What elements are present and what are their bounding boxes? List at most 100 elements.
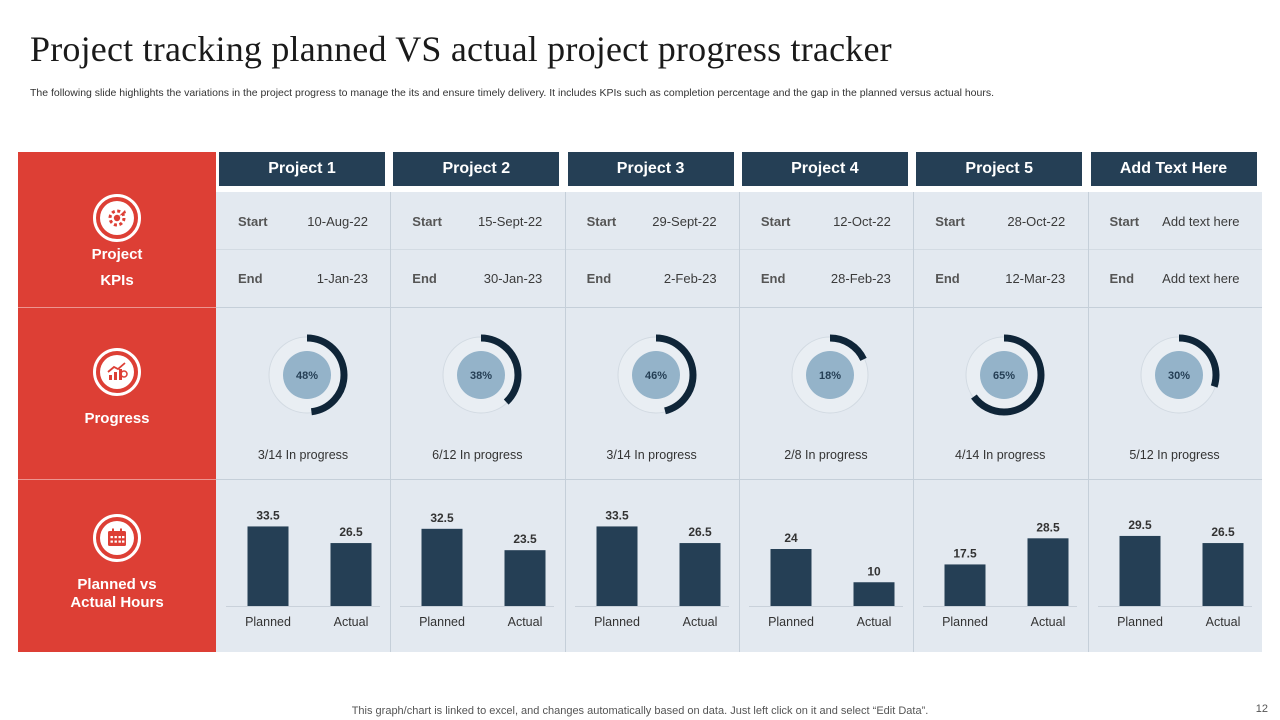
hours-bar-chart: 29.5 Planned 26.5 Actual	[1097, 518, 1252, 629]
start-label: Start	[586, 214, 617, 229]
kpi-start-row: Start Add text here	[1088, 214, 1262, 234]
donut-progress-arc	[789, 334, 871, 416]
donut-center	[980, 351, 1029, 399]
planned-category-label: Planned	[768, 615, 814, 629]
calendar-icon	[93, 514, 141, 562]
hours-bar-chart: 32.5 Planned 23.5 Actual	[400, 511, 555, 629]
planned-value-label: 29.5	[1128, 518, 1152, 532]
planned-category-label: Planned	[942, 615, 988, 629]
project-header: Project 2	[393, 152, 560, 186]
end-label: End	[760, 271, 786, 286]
project-header: Project 3	[567, 152, 734, 186]
start-label: Start	[412, 214, 442, 229]
planned-value-label: 33.5	[605, 508, 629, 522]
planned-category-label: Planned	[594, 615, 640, 629]
kpi-end-row: End 12-Mar-23	[913, 271, 1087, 291]
actual-category-label: Actual	[508, 615, 543, 629]
actual-category-label: Actual	[857, 615, 892, 629]
donut-progress-arc	[440, 334, 522, 416]
end-date: 1-Jan-23	[316, 271, 368, 286]
kpi-start-row: Start 10-Aug-22	[216, 214, 390, 234]
progress-status: 3/14 In progress	[257, 448, 349, 462]
actual-hours-bar	[330, 543, 372, 606]
progress-donut: 65%	[963, 334, 1045, 416]
start-date: 28-Oct-22	[1007, 214, 1066, 229]
project-header: Project 4	[741, 152, 908, 186]
sidebar-hours-label-2: Actual Hours	[70, 594, 164, 611]
start-date: 29-Sept-22	[652, 214, 717, 229]
actual-hours-bar	[679, 543, 721, 606]
actual-value-label: 28.5	[1037, 520, 1061, 534]
donut-percent-label: 65%	[993, 370, 1015, 382]
kpi-end-row: End 28-Feb-23	[739, 271, 913, 291]
page-title: Project tracking planned VS actual proje…	[30, 29, 892, 69]
column-divider	[1088, 192, 1089, 652]
donut-percent-label: 38%	[470, 370, 492, 382]
growth-chart-icon	[93, 348, 141, 396]
progress-status: 5/12 In progress	[1129, 448, 1220, 462]
project-column: Add Text Here Start Add text here End Add te…	[1088, 152, 1262, 652]
progress-donut: 38%	[440, 334, 522, 416]
end-label: End	[238, 271, 263, 286]
donut-center	[283, 351, 331, 399]
actual-category-label: Actual	[682, 615, 717, 629]
progress-donut: 48%	[266, 334, 348, 416]
kpi-end-row: End 2-Feb-23	[565, 271, 739, 291]
sidebar-hours-label-1: Planned vs	[77, 576, 157, 593]
progress-status: 6/12 In progress	[432, 448, 523, 462]
donut-percent-label: 48%	[296, 370, 318, 382]
actual-hours-bar	[1202, 543, 1243, 606]
planned-hours-bar	[770, 549, 812, 606]
footnote: This graph/chart is linked to excel, and…	[351, 705, 929, 717]
start-label: Start	[935, 214, 965, 229]
actual-category-label: Actual	[334, 615, 369, 629]
donut-center	[457, 351, 506, 399]
end-label: End	[935, 271, 960, 286]
gear-rocket-icon	[93, 194, 141, 242]
sidebar-divider	[18, 307, 216, 308]
progress-donut: 18%	[789, 334, 871, 416]
end-date: 2-Feb-23	[663, 271, 717, 286]
hours-bar-chart: 24 Planned 10 Actual	[748, 531, 903, 629]
sidebar-kpis-label-2: KPIs	[100, 272, 134, 289]
donut-percent-label: 18%	[819, 370, 841, 382]
hours-bar-chart: 33.5 Planned 26.5 Actual	[574, 508, 729, 629]
end-label: End	[586, 271, 612, 286]
page-subtitle: The following slide highlights the varia…	[30, 87, 995, 99]
column-divider	[913, 192, 914, 652]
kpi-end-row: End 1-Jan-23	[216, 271, 390, 291]
start-date: 15-Sept-22	[477, 214, 543, 229]
actual-value-label: 26.5	[688, 525, 712, 539]
actual-category-label: Actual	[1205, 615, 1240, 629]
progress-donut: 46%	[615, 334, 697, 416]
project-header: Project 1	[219, 152, 385, 186]
planned-hours-bar	[247, 526, 289, 606]
donut-progress-arc	[266, 334, 348, 416]
planned-value-label: 33.5	[256, 508, 280, 522]
start-date: Add text here	[1162, 214, 1240, 229]
end-date: 28-Feb-23	[830, 271, 891, 286]
hours-bar-chart: 33.5 Planned 26.5 Actual	[226, 508, 380, 629]
hours-bar-chart: 17.5 Planned 28.5 Actual	[923, 520, 1078, 629]
progress-status: 3/14 In progress	[606, 448, 697, 462]
project-header: Add Text Here	[1090, 152, 1257, 186]
actual-value-label: 10	[867, 564, 881, 578]
donut-progress-arc	[1138, 334, 1219, 416]
column-divider	[739, 192, 740, 652]
actual-value-label: 23.5	[514, 532, 538, 546]
planned-hours-bar	[421, 528, 463, 606]
start-label: Start	[1109, 214, 1140, 229]
actual-value-label: 26.5	[1211, 525, 1235, 539]
sidebar-progress-label: Progress	[84, 410, 150, 427]
actual-hours-bar	[1027, 538, 1069, 606]
actual-hours-bar	[853, 582, 895, 606]
project-column: Project 3 Start 29-Sept-22 End 2-Feb-23 46% 3/…	[565, 152, 739, 652]
donut-center	[805, 351, 854, 399]
end-date: 30-Jan-23	[483, 271, 543, 286]
planned-hours-bar	[944, 564, 986, 606]
progress-status: 2/8 In progress	[784, 448, 868, 462]
donut-center	[631, 351, 680, 399]
end-label: End	[1109, 271, 1135, 286]
planned-category-label: Planned	[419, 615, 465, 629]
project-column: Project 2 Start 15-Sept-22 End 30-Jan-23 38% 6…	[390, 152, 564, 652]
